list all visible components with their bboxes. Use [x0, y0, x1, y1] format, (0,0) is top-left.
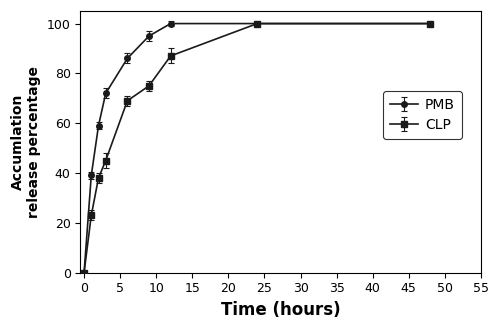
Y-axis label: Accumlation
release percentage: Accumlation release percentage: [11, 66, 42, 218]
X-axis label: Time (hours): Time (hours): [221, 301, 340, 319]
Legend: PMB, CLP: PMB, CLP: [384, 91, 462, 139]
